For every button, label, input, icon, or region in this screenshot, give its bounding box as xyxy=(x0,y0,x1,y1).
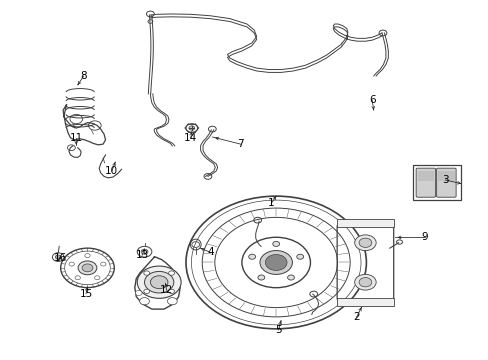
Text: 3: 3 xyxy=(441,175,448,185)
Text: 14: 14 xyxy=(184,133,197,143)
Circle shape xyxy=(272,242,279,247)
Bar xyxy=(336,220,393,227)
FancyBboxPatch shape xyxy=(436,168,455,197)
Text: 11: 11 xyxy=(69,133,83,143)
Circle shape xyxy=(135,291,142,296)
Bar xyxy=(417,171,433,181)
Bar xyxy=(336,298,393,306)
Circle shape xyxy=(248,254,255,259)
Circle shape xyxy=(78,261,97,275)
Bar xyxy=(437,171,454,181)
Circle shape xyxy=(140,298,149,305)
Text: 15: 15 xyxy=(79,289,92,299)
Text: 12: 12 xyxy=(160,285,173,295)
Circle shape xyxy=(260,251,292,274)
Circle shape xyxy=(84,254,90,258)
Circle shape xyxy=(94,276,100,280)
Circle shape xyxy=(69,262,74,266)
Circle shape xyxy=(296,254,303,259)
Text: 16: 16 xyxy=(54,253,67,263)
Circle shape xyxy=(188,126,194,130)
Text: 1: 1 xyxy=(267,198,274,208)
Circle shape xyxy=(150,276,167,289)
Bar xyxy=(412,165,461,200)
Text: 4: 4 xyxy=(206,247,213,257)
Text: 13: 13 xyxy=(135,250,148,260)
Circle shape xyxy=(137,266,181,298)
Circle shape xyxy=(55,255,61,259)
Text: 6: 6 xyxy=(368,95,375,105)
Circle shape xyxy=(354,235,375,251)
Circle shape xyxy=(358,278,371,287)
Circle shape xyxy=(143,271,149,275)
Circle shape xyxy=(265,255,286,270)
Circle shape xyxy=(143,289,149,293)
Circle shape xyxy=(257,275,264,280)
Text: 5: 5 xyxy=(275,325,282,335)
Circle shape xyxy=(168,271,174,275)
Circle shape xyxy=(144,271,173,293)
Circle shape xyxy=(141,249,148,254)
Circle shape xyxy=(168,289,174,293)
Circle shape xyxy=(101,262,106,266)
Circle shape xyxy=(354,274,375,290)
Text: 9: 9 xyxy=(421,232,427,242)
Text: 2: 2 xyxy=(353,312,359,322)
Circle shape xyxy=(287,275,294,280)
Text: 8: 8 xyxy=(80,71,87,81)
Circle shape xyxy=(75,276,80,280)
Text: 7: 7 xyxy=(237,139,244,149)
Text: 10: 10 xyxy=(105,166,118,176)
FancyBboxPatch shape xyxy=(415,168,435,197)
Circle shape xyxy=(358,238,371,247)
Circle shape xyxy=(167,298,177,305)
Circle shape xyxy=(82,264,93,272)
